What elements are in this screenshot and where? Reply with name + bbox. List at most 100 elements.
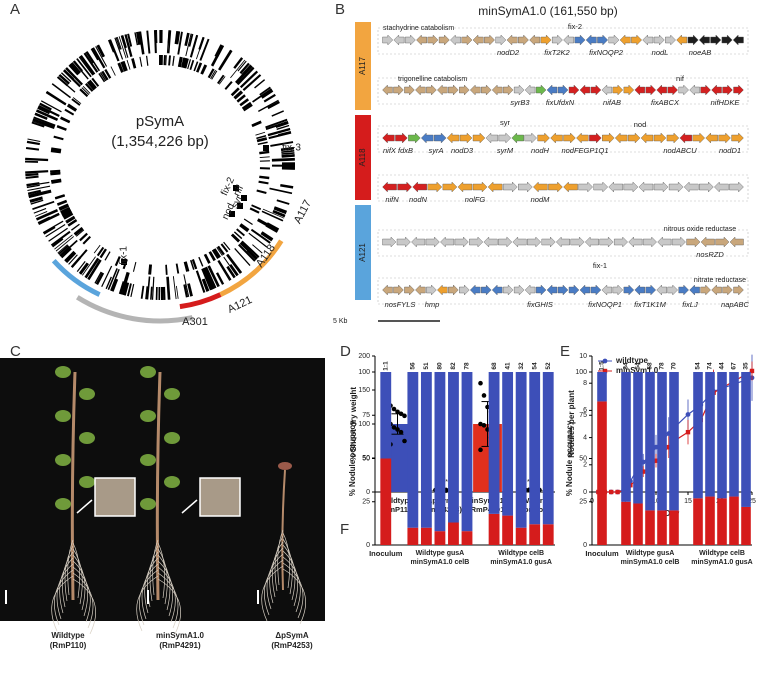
gene-tick	[145, 55, 149, 66]
strain-label: Wildtype	[51, 631, 85, 640]
gene-arrow	[415, 84, 426, 96]
gene-arrow	[715, 236, 730, 248]
y-tick-label: 100	[575, 369, 587, 376]
data-point	[395, 409, 400, 415]
bar-segment	[729, 496, 739, 545]
gene-tick	[93, 244, 101, 254]
gene-tick	[118, 36, 127, 59]
x-tick-label: Inoculum	[369, 549, 403, 558]
gene-tick	[50, 150, 61, 154]
gene-tick	[58, 244, 70, 255]
gene-arrow	[689, 284, 700, 296]
gene-tick	[64, 251, 76, 263]
gene-tick	[256, 189, 267, 195]
gene-tick	[261, 231, 274, 241]
gene-arrow	[546, 284, 558, 296]
region-arc	[76, 295, 193, 324]
bar-segment	[669, 510, 679, 545]
marker	[641, 469, 646, 474]
gene-tick	[261, 210, 284, 221]
gene-arrow	[666, 132, 680, 144]
root	[282, 532, 290, 589]
gene-arrow	[513, 284, 525, 296]
gene-tick	[198, 256, 204, 267]
root	[136, 575, 159, 632]
strain-label: minSymA1.0	[156, 631, 205, 640]
gene-tick	[155, 30, 157, 54]
gene-tick	[115, 37, 121, 50]
gene-tick	[241, 240, 260, 258]
gene-tick	[73, 60, 84, 72]
gene-tick	[71, 98, 81, 106]
gene-tick	[60, 72, 72, 83]
map-title: minSymA1.0 (161,550 bp)	[478, 4, 617, 18]
gene-tick	[68, 254, 78, 265]
strain-label: (RmP4253)	[271, 641, 313, 650]
bar-segment	[434, 531, 446, 545]
gene-arrow	[535, 284, 547, 296]
gene-arrow	[667, 284, 678, 296]
n-label: 74	[707, 362, 714, 370]
gene-tick	[177, 56, 182, 67]
bar-segment	[633, 372, 643, 504]
gene-tick	[33, 116, 56, 127]
gene-tick	[213, 248, 221, 259]
gene-tick	[131, 58, 137, 69]
root	[141, 563, 159, 620]
root	[157, 560, 173, 617]
panel-letter: F	[340, 521, 349, 538]
gene-arrow	[397, 181, 412, 193]
gene-tick	[195, 37, 205, 60]
gene-arrow	[640, 132, 654, 144]
gene-tick	[168, 55, 171, 66]
gene-tick	[53, 135, 64, 141]
gene-tick	[252, 244, 263, 254]
gene-tick	[230, 59, 246, 79]
y-tick-label: 100	[358, 421, 370, 428]
gene-arrow	[427, 34, 439, 46]
gene-tick	[239, 241, 258, 260]
gene-arrow	[653, 34, 665, 46]
n-label: 52	[545, 362, 552, 370]
gene-arrow	[524, 84, 536, 96]
n-label: 41	[504, 362, 511, 370]
gene-arrow	[502, 181, 518, 193]
gene-tick	[63, 69, 75, 80]
root	[157, 578, 182, 635]
gene-tick	[262, 208, 285, 219]
gene-tick	[223, 241, 231, 251]
gene-tick	[45, 224, 66, 238]
gene-tick	[75, 229, 85, 237]
gene-tick	[50, 171, 61, 175]
gene-tick	[56, 199, 68, 206]
gene-arrow	[527, 236, 542, 248]
gene-tick	[35, 208, 59, 221]
gene-arrow	[498, 236, 513, 248]
marker	[749, 368, 755, 374]
gene-arrow	[678, 284, 689, 296]
gene-tick	[263, 93, 276, 103]
block-label: A118	[358, 148, 367, 167]
gene-label: syrM	[497, 146, 514, 155]
gene-arrow	[578, 181, 593, 193]
gene-arrow	[533, 181, 548, 193]
block-bar	[355, 205, 371, 300]
gene-tick	[121, 61, 128, 72]
bar-segment	[621, 501, 631, 545]
gene-tick	[207, 265, 220, 288]
gene-tick	[32, 118, 55, 129]
x-tick-label: (RmP110)	[380, 505, 415, 514]
gene-tick	[73, 226, 83, 235]
gene-arrow	[585, 34, 597, 46]
bar-segment	[434, 372, 446, 532]
gene-tick	[201, 268, 213, 291]
gene-tick	[87, 259, 102, 281]
x-tick-label: 25	[748, 498, 756, 505]
gene-arrow	[469, 236, 484, 248]
gene-arrow	[678, 84, 689, 96]
gene-tick	[104, 69, 112, 79]
panel-letter: C	[10, 343, 21, 360]
gene-arrow	[382, 34, 394, 46]
strain-label: (RmP4291)	[159, 641, 201, 650]
